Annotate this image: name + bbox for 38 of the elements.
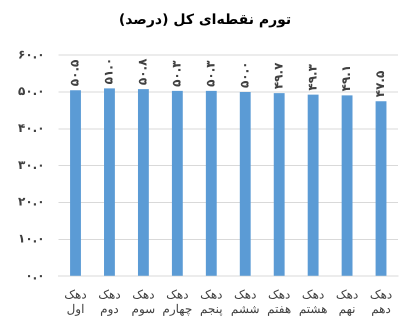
bar xyxy=(342,95,353,276)
data-label: ۵۰.۳ xyxy=(169,60,184,87)
y-tick-label: ۶۰.۰ xyxy=(18,47,45,62)
y-tick-label: ۴۰.۰ xyxy=(18,120,45,135)
x-tick-label: دهک چهارم xyxy=(162,288,192,316)
bar xyxy=(206,90,217,276)
x-tick-label: دهک دهم xyxy=(370,288,392,316)
data-label: ۴۹.۱ xyxy=(339,64,354,92)
x-tick-label: دهک پنجم xyxy=(200,288,223,316)
x-tick-label: دهک سوم xyxy=(132,288,156,316)
chart-title: تورم نقطه‌ای کل (درصد) xyxy=(118,11,292,30)
bar xyxy=(240,92,251,276)
bar xyxy=(172,90,183,276)
y-tick-label: ۵۰.۰ xyxy=(18,84,45,98)
y-tick-label: ۰.۰ xyxy=(25,268,45,282)
data-label: ۴۹.۷ xyxy=(271,62,286,90)
data-label: ۵۰.۳ xyxy=(203,60,218,87)
x-tick-label: دهک هشتم xyxy=(298,288,328,316)
x-tick-label: دهک دوم xyxy=(98,288,121,316)
y-tick-label: ۳۰.۰ xyxy=(18,158,45,172)
x-tick-label: دهک نهم xyxy=(336,288,358,316)
x-tick-label: دهک هفتم xyxy=(267,288,292,316)
data-label: ۴۷.۵ xyxy=(373,70,388,98)
data-label: ۵۱.۰ xyxy=(102,58,116,84)
data-label: ۵۰.۰ xyxy=(237,62,252,88)
y-tick-label: ۲۰.۰ xyxy=(18,194,45,209)
data-label: ۵۰.۵ xyxy=(68,60,82,86)
bar xyxy=(376,101,386,276)
x-tick-label: دهک اول xyxy=(64,288,87,316)
data-label: ۵۰.۸ xyxy=(136,58,150,86)
x-tick-label: دهک ششم xyxy=(230,288,260,316)
bar xyxy=(308,94,319,276)
y-tick-label: ۱۰.۰ xyxy=(18,231,45,246)
bar xyxy=(70,90,81,276)
bar xyxy=(274,93,285,276)
bar xyxy=(138,89,149,276)
bar xyxy=(104,88,115,276)
data-label: ۴۹.۳ xyxy=(305,63,320,91)
